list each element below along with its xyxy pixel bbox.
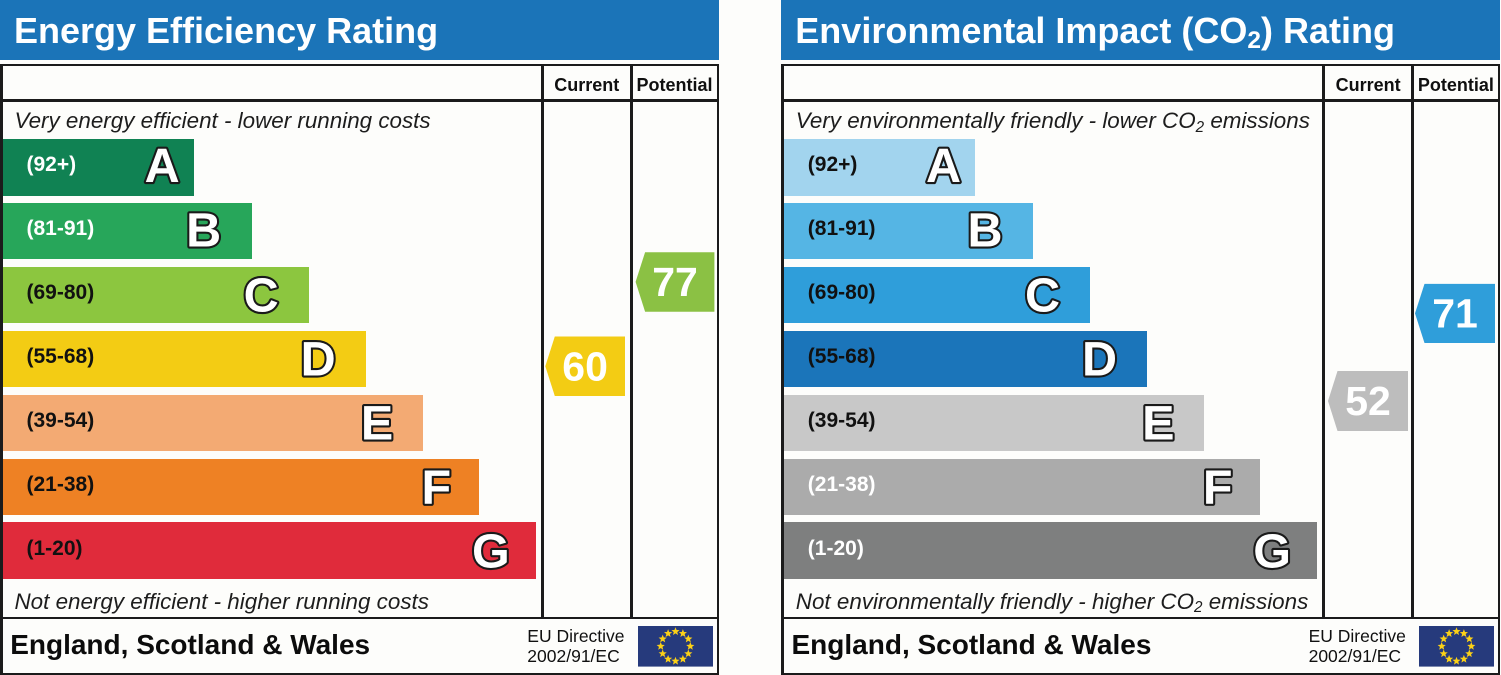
svg-text:F: F bbox=[422, 460, 452, 514]
svg-text:G: G bbox=[472, 524, 510, 578]
svg-text:60: 60 bbox=[562, 343, 608, 389]
svg-text:B: B bbox=[967, 204, 1002, 258]
svg-text:E: E bbox=[1142, 397, 1174, 451]
svg-text:C: C bbox=[1025, 269, 1060, 323]
svg-text:71: 71 bbox=[1432, 291, 1478, 337]
svg-text:F: F bbox=[1203, 460, 1233, 514]
svg-text:77: 77 bbox=[652, 259, 698, 305]
svg-text:52: 52 bbox=[1345, 378, 1391, 424]
svg-text:E: E bbox=[361, 397, 393, 451]
svg-text:A: A bbox=[145, 139, 180, 193]
svg-text:C: C bbox=[244, 269, 279, 323]
svg-text:D: D bbox=[301, 333, 336, 387]
svg-text:G: G bbox=[1253, 524, 1291, 578]
svg-text:D: D bbox=[1082, 333, 1117, 387]
svg-text:A: A bbox=[926, 139, 961, 193]
svg-text:B: B bbox=[186, 204, 221, 258]
